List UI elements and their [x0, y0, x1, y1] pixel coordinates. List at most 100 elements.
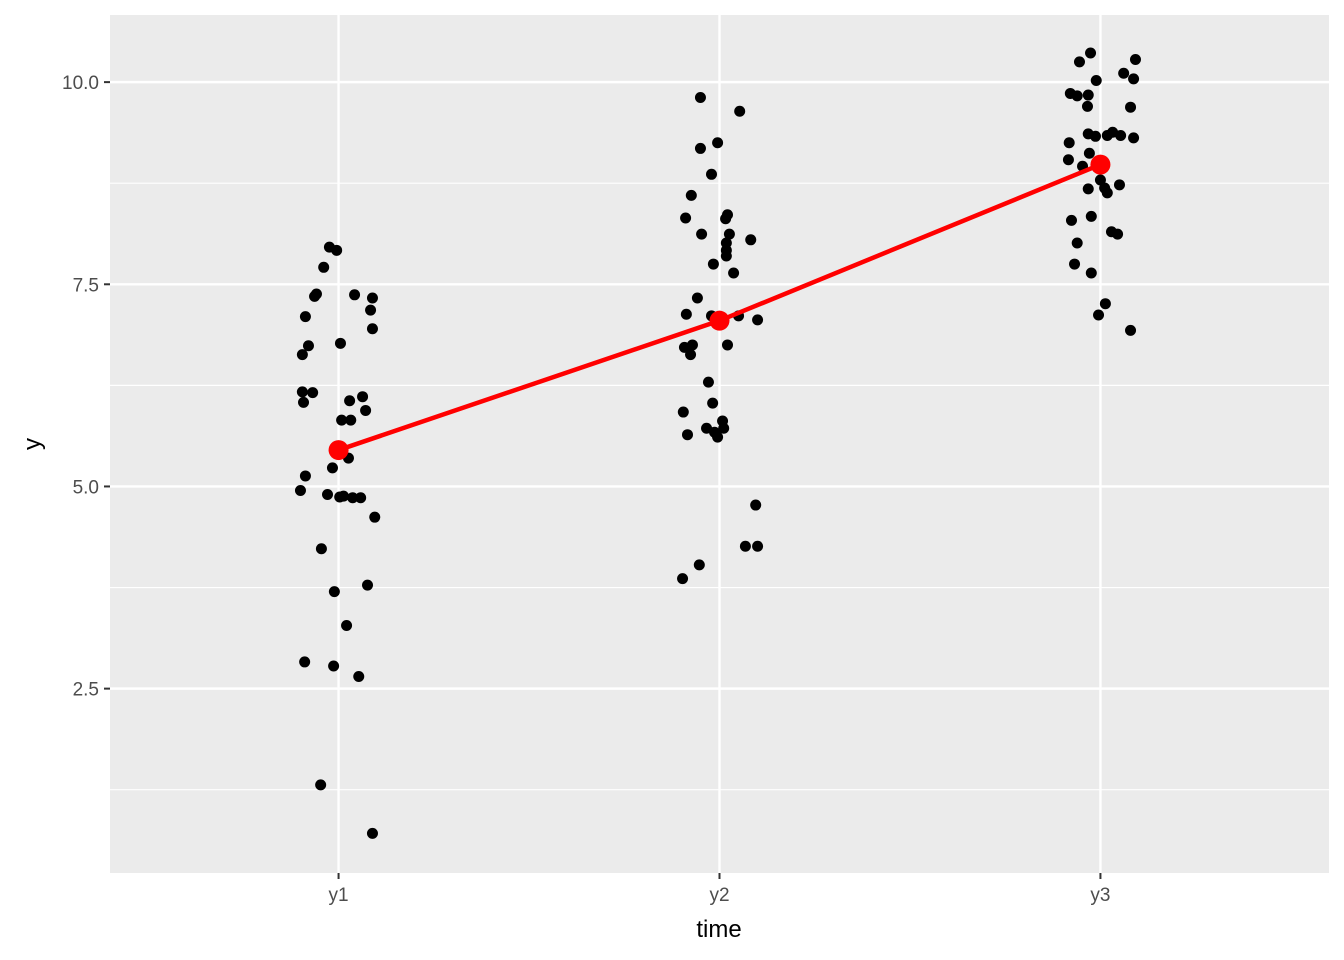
data-point: [1071, 90, 1083, 102]
data-point: [677, 573, 689, 585]
data-point: [302, 340, 314, 352]
data-point: [750, 499, 762, 511]
data-point: [680, 212, 692, 224]
data-point: [1073, 56, 1085, 68]
y-axis-title: y: [19, 438, 46, 450]
data-point: [1069, 258, 1081, 270]
data-point: [706, 168, 718, 180]
x-axis: y1 y2 y3: [329, 873, 1110, 906]
data-point: [1062, 154, 1074, 166]
data-point: [1085, 47, 1097, 59]
x-axis-title: time: [696, 916, 741, 943]
y-tick-label: 10.0: [62, 73, 99, 94]
data-point: [707, 258, 719, 270]
data-point: [1071, 237, 1083, 249]
data-point: [723, 228, 735, 240]
data-point: [1101, 129, 1113, 141]
y-tick-label: 7.5: [73, 275, 99, 296]
data-point: [1083, 147, 1095, 159]
data-point: [1115, 129, 1127, 141]
x-tick-label: y1: [329, 885, 349, 906]
data-point: [1113, 179, 1125, 191]
data-point: [309, 290, 321, 302]
data-point: [347, 492, 359, 504]
data-point: [739, 540, 751, 552]
y-tick-label: 2.5: [73, 680, 99, 701]
mean-point: [709, 310, 730, 331]
data-point: [299, 311, 311, 323]
data-point: [1129, 53, 1141, 65]
grid: [110, 15, 1329, 873]
data-point: [718, 422, 730, 434]
mean-series: [328, 154, 1111, 461]
data-point: [355, 492, 367, 504]
data-point: [344, 395, 356, 407]
data-point: [682, 429, 694, 441]
data-point: [1065, 214, 1077, 226]
data-point: [1081, 100, 1093, 112]
data-point: [693, 559, 705, 571]
data-point: [677, 406, 689, 418]
y-axis: 2.5 5.0 7.5 10.0: [62, 73, 110, 701]
data-point: [322, 489, 334, 501]
data-point: [1090, 75, 1102, 87]
data-point: [328, 586, 340, 598]
data-point: [296, 349, 308, 361]
data-point: [752, 314, 764, 326]
data-point: [1082, 89, 1094, 101]
data-point: [336, 414, 348, 426]
data-point: [685, 189, 697, 201]
data-point: [334, 337, 346, 349]
x-tick-label: y2: [709, 885, 729, 906]
data-point: [331, 244, 343, 256]
y-tick-label: 5.0: [73, 477, 99, 498]
data-point: [357, 391, 369, 403]
data-point: [365, 304, 377, 316]
data-point: [720, 213, 732, 225]
data-point: [353, 670, 365, 682]
data-point: [298, 396, 310, 408]
data-point: [315, 779, 327, 791]
data-point: [728, 267, 740, 279]
data-point: [752, 540, 764, 552]
data-point: [696, 228, 708, 240]
data-point: [1093, 309, 1105, 321]
data-point: [1085, 267, 1097, 279]
data-point: [707, 397, 719, 409]
data-point: [318, 261, 330, 273]
data-point: [1128, 73, 1140, 85]
data-point: [294, 484, 306, 496]
data-point: [685, 349, 697, 361]
data-point: [307, 387, 319, 399]
data-point: [341, 620, 353, 632]
data-point: [745, 234, 757, 246]
data-point: [366, 827, 378, 839]
data-point: [712, 137, 724, 149]
data-point: [366, 292, 378, 304]
data-point: [369, 511, 381, 523]
data-point: [712, 431, 724, 443]
data-point: [1101, 187, 1113, 199]
data-point: [360, 404, 372, 416]
data-point: [691, 292, 703, 304]
data-point: [366, 323, 378, 335]
x-tick-label: y3: [1090, 885, 1110, 906]
data-point: [694, 91, 706, 103]
data-point: [720, 250, 732, 262]
data-point: [1085, 210, 1097, 222]
data-point: [702, 376, 714, 388]
data-point: [362, 579, 374, 591]
data-point: [1125, 324, 1137, 336]
data-point: [1089, 130, 1101, 142]
data-point: [349, 289, 361, 301]
data-point: [299, 656, 311, 668]
data-point: [1118, 67, 1130, 79]
data-point: [734, 105, 746, 117]
data-point: [694, 142, 706, 154]
data-point: [1128, 132, 1140, 144]
data-point: [299, 470, 311, 482]
mean-point: [1090, 154, 1111, 175]
mean-point: [328, 440, 349, 461]
data-point: [326, 462, 338, 474]
